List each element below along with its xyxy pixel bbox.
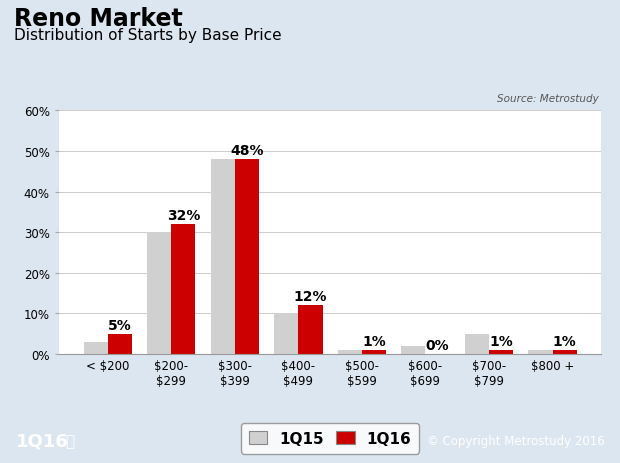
Text: 1%: 1% bbox=[362, 334, 386, 348]
Text: ⏻: ⏻ bbox=[65, 433, 74, 449]
Text: 12%: 12% bbox=[294, 289, 327, 304]
Bar bbox=[338, 350, 362, 354]
Bar bbox=[108, 334, 132, 354]
Bar bbox=[401, 346, 425, 354]
Text: Source: Metrostudy: Source: Metrostudy bbox=[497, 94, 598, 104]
Bar bbox=[298, 306, 322, 354]
Bar bbox=[235, 160, 259, 354]
Text: 1%: 1% bbox=[553, 334, 577, 348]
Legend: 1Q15, 1Q16: 1Q15, 1Q16 bbox=[241, 423, 419, 454]
Bar bbox=[528, 350, 552, 354]
Bar bbox=[274, 314, 298, 354]
Bar bbox=[552, 350, 577, 354]
Bar bbox=[489, 350, 513, 354]
Text: 1Q16: 1Q16 bbox=[16, 432, 68, 450]
Bar bbox=[147, 232, 171, 354]
Text: 48%: 48% bbox=[230, 144, 264, 158]
Bar bbox=[211, 160, 235, 354]
Text: Distribution of Starts by Base Price: Distribution of Starts by Base Price bbox=[14, 28, 281, 43]
Bar bbox=[362, 350, 386, 354]
Text: © Copyright Metrostudy 2016: © Copyright Metrostudy 2016 bbox=[427, 434, 604, 448]
Bar bbox=[84, 342, 108, 354]
Text: Reno Market: Reno Market bbox=[14, 7, 182, 31]
Bar bbox=[171, 225, 195, 354]
Text: 5%: 5% bbox=[108, 318, 131, 332]
Text: 32%: 32% bbox=[167, 208, 200, 223]
Text: 1%: 1% bbox=[489, 334, 513, 348]
Bar bbox=[465, 334, 489, 354]
Text: 0%: 0% bbox=[426, 338, 450, 352]
